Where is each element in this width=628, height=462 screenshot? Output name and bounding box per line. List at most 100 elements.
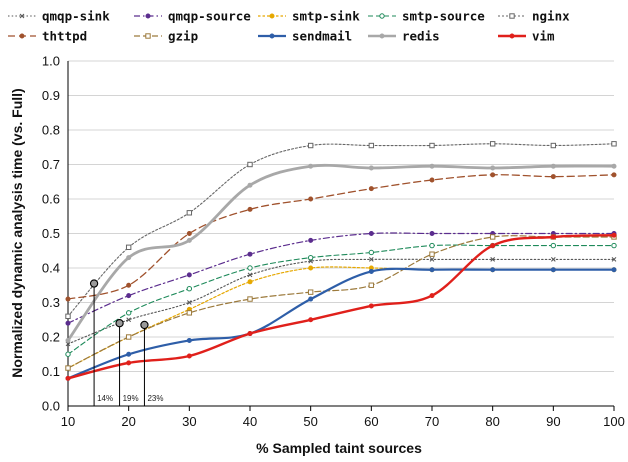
data-point xyxy=(368,249,375,256)
data-point xyxy=(368,303,374,309)
annotations: 14% 19% 23% xyxy=(89,279,163,406)
annotation-point xyxy=(140,320,149,330)
x-tick-label: 100 xyxy=(603,414,625,429)
legend-item: thttpd xyxy=(8,29,87,44)
data-point xyxy=(490,267,496,273)
data-point xyxy=(19,33,25,39)
y-tick-label: 0.1 xyxy=(42,364,60,379)
data-point xyxy=(145,33,151,39)
data-point xyxy=(126,351,132,357)
data-point xyxy=(550,174,556,180)
legend-item: nginx xyxy=(498,9,570,24)
x-tick-label: 40 xyxy=(243,414,257,429)
data-point xyxy=(186,272,192,278)
series-line xyxy=(66,234,616,380)
data-point xyxy=(611,242,617,249)
data-point xyxy=(125,334,132,340)
legend-item: sendmail xyxy=(258,29,352,44)
annotation-point xyxy=(89,279,99,288)
data-point xyxy=(247,182,253,188)
data-point xyxy=(429,231,435,237)
data-point xyxy=(368,282,375,288)
x-tick-label: 80 xyxy=(485,414,499,429)
data-point xyxy=(429,177,435,183)
legend-item: redis xyxy=(368,29,440,44)
legend-item: smtp-source xyxy=(368,9,485,24)
series-line xyxy=(66,163,616,342)
data-point xyxy=(550,142,557,149)
data-point xyxy=(186,231,192,237)
data-point xyxy=(247,206,253,212)
y-tick-label: 1.0 xyxy=(42,54,60,69)
legend-label: qmqp-source xyxy=(168,9,251,24)
data-point xyxy=(611,232,617,238)
series-line xyxy=(66,267,616,380)
legend-item: vim xyxy=(498,29,555,44)
data-point xyxy=(379,33,385,39)
y-axis-title: Normalized dynamic analysis time (vs. Fu… xyxy=(9,88,25,377)
annotation-label: 19% xyxy=(123,394,139,403)
legend-label: vim xyxy=(532,29,555,44)
data-point xyxy=(368,142,375,149)
x-tick-label: 60 xyxy=(364,414,378,429)
x-tick-label: 90 xyxy=(546,414,560,429)
data-point xyxy=(247,272,253,278)
series-line xyxy=(67,232,615,324)
data-point xyxy=(308,196,314,202)
data-point xyxy=(489,234,496,240)
data-point xyxy=(247,296,253,302)
data-point xyxy=(186,300,192,305)
annotation-marker: 23% xyxy=(140,320,163,406)
grid-lines xyxy=(68,60,614,372)
data-point xyxy=(611,172,617,178)
data-point xyxy=(550,267,556,273)
data-point xyxy=(125,310,132,316)
data-point xyxy=(429,251,435,257)
data-point xyxy=(368,257,374,262)
data-point xyxy=(125,244,132,251)
legend-item: qmqp-source xyxy=(134,9,251,24)
y-tick-label: 0.4 xyxy=(42,261,60,276)
data-point xyxy=(429,267,435,273)
data-point xyxy=(145,13,151,19)
data-point xyxy=(611,257,617,262)
legend-label: sendmail xyxy=(292,29,352,44)
data-point xyxy=(550,163,556,169)
y-tick-label: 0.9 xyxy=(42,88,60,103)
data-point xyxy=(65,365,71,371)
data-point xyxy=(126,282,132,288)
legend-label: redis xyxy=(402,29,440,44)
data-point xyxy=(269,33,275,39)
data-point xyxy=(65,337,71,343)
data-point xyxy=(308,237,314,243)
series-line xyxy=(67,235,615,369)
legend-label: gzip xyxy=(168,29,198,44)
series-line xyxy=(67,258,615,345)
annotation-marker: 14% xyxy=(89,279,113,406)
data-point xyxy=(126,360,132,366)
x-tick-label: 10 xyxy=(61,414,75,429)
data-point xyxy=(308,317,314,323)
legend-label: smtp-sink xyxy=(292,9,360,24)
data-point xyxy=(65,313,71,320)
series-smtp-sink xyxy=(65,265,617,371)
data-point xyxy=(65,320,71,326)
data-point xyxy=(308,265,314,271)
series-line xyxy=(67,244,615,355)
x-axis-title: % Sampled taint sources xyxy=(256,440,422,456)
legend-label: qmqp-sink xyxy=(42,9,110,24)
x-tick-label: 70 xyxy=(425,414,439,429)
data-point xyxy=(186,286,193,292)
y-tick-label: 0.7 xyxy=(42,157,60,172)
legend: qmqp-sink qmqp-source smtp-sink smtp-source… xyxy=(8,9,570,44)
data-point xyxy=(490,165,496,171)
data-point xyxy=(19,13,25,19)
legend-item: qmqp-sink xyxy=(8,9,110,24)
data-point xyxy=(65,341,71,347)
annotation-point xyxy=(115,319,124,328)
data-point xyxy=(308,296,314,302)
data-point xyxy=(379,13,385,19)
series-redis xyxy=(65,163,617,343)
y-tick-label: 0.5 xyxy=(42,226,60,241)
